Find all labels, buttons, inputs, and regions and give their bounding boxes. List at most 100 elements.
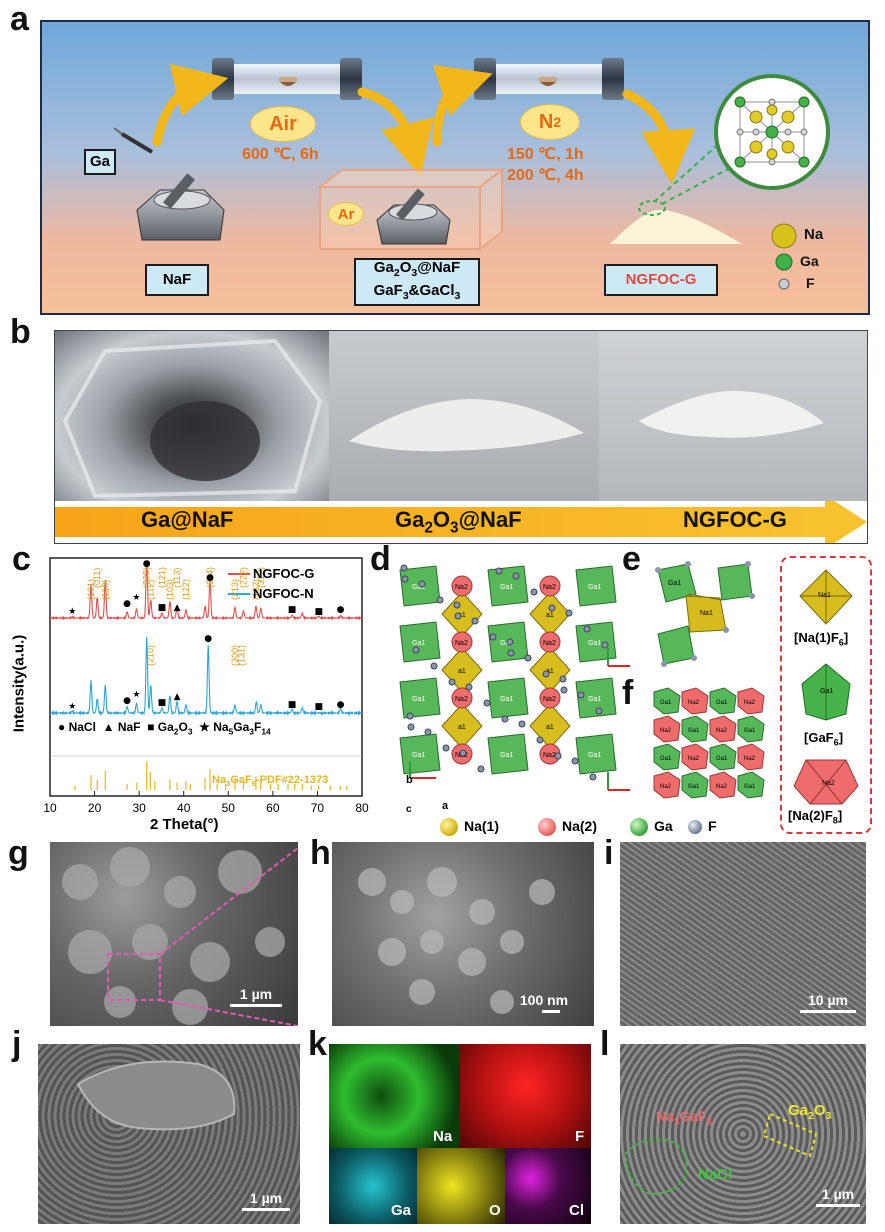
na1-tag: a1 (546, 724, 554, 731)
air-condition: 600 ℃, 6h (242, 146, 319, 163)
f-atom (430, 662, 438, 670)
na2-tag: Na2 (716, 784, 728, 790)
f-atom (495, 567, 503, 575)
tube-furnace-2 (474, 58, 624, 100)
na2f8-polyhedron-icon (793, 759, 859, 805)
gaf6-polyhedron (709, 743, 737, 771)
product-powder (610, 131, 742, 244)
intermediate-line-1: Ga2O3@NaF (373, 259, 461, 279)
gaf6-polyhedron (653, 743, 681, 771)
na2f8-polyhedron (709, 771, 737, 799)
eds-label-f: F (575, 1128, 585, 1145)
hkl-label: (222) (238, 567, 248, 588)
f-atom (507, 649, 515, 657)
f-atom (406, 712, 414, 720)
hkl-label: (110) (100, 580, 110, 600)
panel-label-b: b (10, 313, 31, 351)
panel-c-xrd-chart: 10 20 30 40 50 60 70 80 (101) (011) (110) (020) (112… (0, 548, 370, 838)
f-atom (589, 773, 597, 781)
photo-ga2o3-naf (329, 331, 599, 501)
f-atom (554, 752, 562, 760)
f-atom (454, 612, 462, 620)
eds-label-ga: Ga (391, 1202, 412, 1219)
ga1-tag: Ga1 (500, 640, 513, 647)
gaf6-polyhedron (681, 771, 709, 799)
panel-a-drawing (113, 58, 830, 290)
na1-sphere-icon (440, 818, 458, 836)
f-atom (483, 699, 491, 707)
f-atom (565, 609, 573, 617)
na1-tag: a1 (458, 724, 466, 731)
mortar-1 (113, 127, 225, 241)
square-marker-icon: ■ (147, 720, 155, 734)
phase-marker: ★ (132, 593, 140, 603)
crystal-structure-circle (714, 74, 830, 190)
f-atom (536, 736, 544, 744)
hkl-label: (103) (165, 579, 175, 600)
eds-ga-map (329, 1148, 417, 1224)
scale-j: 1 µm (242, 1190, 290, 1211)
x-tick-label: 20 (88, 801, 102, 815)
na2-tag: Na2 (688, 756, 700, 762)
na2-atom (539, 631, 561, 653)
gaf6-polyhedron-icon (801, 663, 851, 721)
phase-marker: ■ (158, 603, 167, 613)
f-atom (459, 749, 467, 757)
x-tick-label: 70 (311, 801, 325, 815)
glove-box (317, 167, 505, 252)
mortar-2 (376, 188, 451, 245)
na2f8-polyhedron (681, 687, 709, 715)
hkl-label: (113) (172, 568, 182, 588)
intermediate-line-2: GaF3&GaCl3 (373, 282, 461, 302)
gaf6-polyhedron (653, 687, 681, 715)
photo-ga-naf (55, 331, 329, 501)
ga1-tag: Ga1 (688, 728, 700, 734)
f-atom (559, 675, 567, 683)
f-atom (436, 596, 444, 604)
na2f8-polyhedron (737, 687, 765, 715)
ga1-tag: Ga1 (716, 756, 728, 762)
hkl-label: (210) (145, 645, 155, 666)
ga1-tag: Ga1 (688, 784, 700, 790)
gaf6-label: [GaF6] (804, 730, 844, 748)
gaf6-octahedron (575, 733, 617, 775)
f-atom (412, 646, 420, 654)
hkl-label: (312) (256, 567, 266, 588)
intermediate-box: Ga2O3@NaF GaF3&GaCl3 (354, 258, 480, 306)
gaf6-octahedron (399, 677, 441, 719)
gaf6-polyhedron (737, 715, 765, 743)
na1f6-octahedron (441, 703, 483, 749)
hkl-label: (004) (205, 567, 215, 588)
x-tick-label: 50 (222, 801, 236, 815)
phase-marker: ● (123, 696, 131, 706)
scale-g: 1 µm (230, 986, 282, 1007)
gaf6-octahedron (487, 677, 529, 719)
sem-l: Na3GaF6 Ga2O3 NaCl 1 µm (620, 1044, 866, 1224)
f-atom (524, 654, 532, 662)
f-atom (595, 707, 603, 715)
hkl-label: (101) (86, 579, 96, 600)
hkl-label: (132) (251, 579, 261, 600)
phase-marker: ● (337, 700, 345, 710)
ga1-tag: Ga1 (412, 696, 425, 703)
f-atom (477, 765, 485, 773)
na2-tag: Na2 (455, 696, 468, 703)
legend-ngfoc-g: NGFOC-G (253, 566, 315, 581)
na1f6-octahedron (529, 647, 571, 693)
phase-marker: ● (337, 605, 345, 615)
x-tick-label: 10 (43, 801, 57, 815)
f-atom (424, 728, 432, 736)
sem-g-texture (62, 847, 298, 1026)
na1-tag: a1 (458, 612, 466, 619)
f-atom (560, 686, 568, 694)
eds-maps: Na F Ga O Cl (329, 1044, 591, 1224)
axis-a-label-d: a (442, 800, 449, 812)
ga-legend-label: Ga (654, 818, 673, 834)
na1-tag: a1 (458, 668, 466, 675)
label-ngfoc-g: NGFOC-G (683, 507, 787, 532)
legend-na: Na (804, 226, 824, 243)
ga1-tag: Ga1 (588, 584, 601, 591)
na1-tag: a1 (546, 668, 554, 675)
na1-tag: a1 (546, 612, 554, 619)
